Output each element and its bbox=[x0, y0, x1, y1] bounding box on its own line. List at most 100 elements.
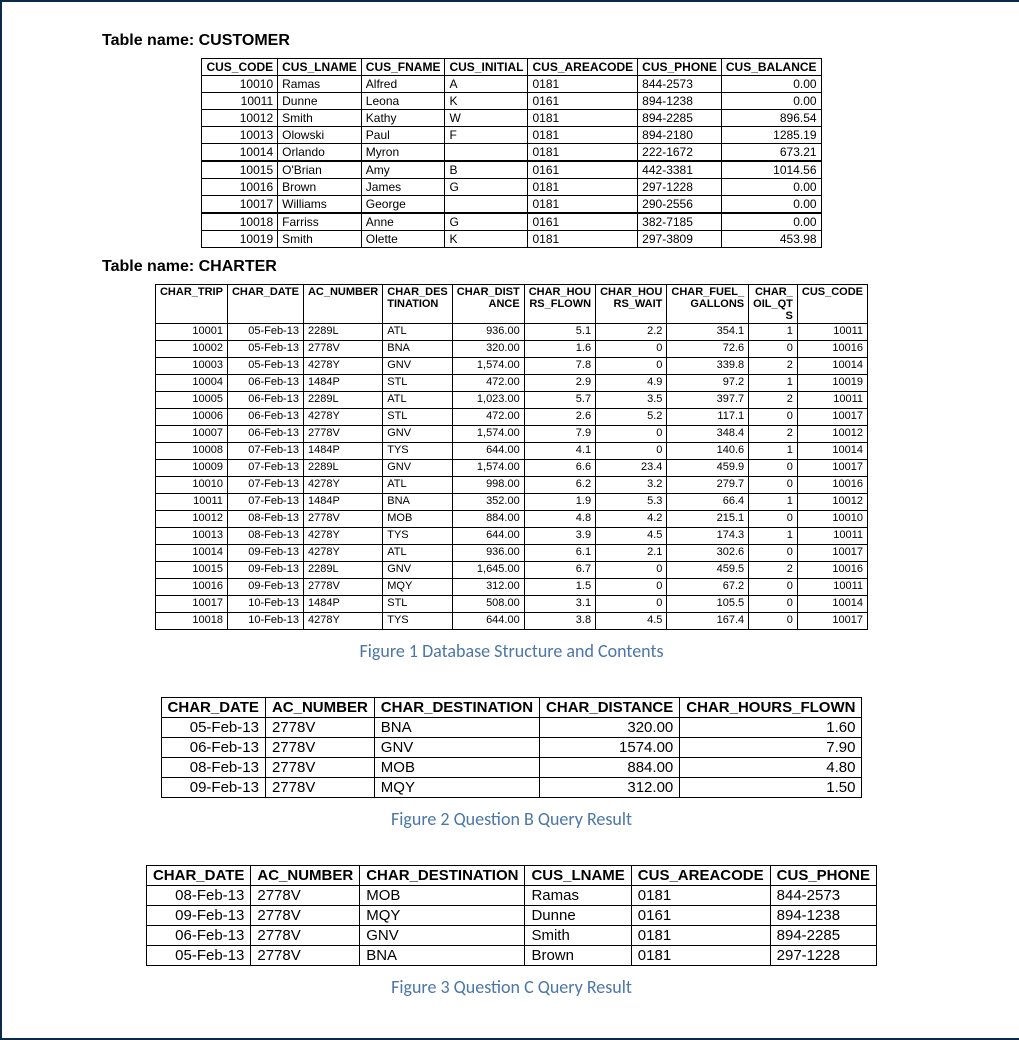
table-cell: GNV bbox=[383, 460, 453, 477]
table-cell: 1.9 bbox=[524, 494, 595, 511]
table-cell: 09-Feb-13 bbox=[227, 579, 303, 596]
figure3-caption: Figure 3 Question C Query Result bbox=[62, 976, 961, 998]
table-cell: 2778V bbox=[265, 758, 374, 778]
table-cell bbox=[445, 196, 528, 214]
table-header-cell: CHAR_DESTINATION bbox=[374, 698, 539, 718]
table-cell: 10017 bbox=[155, 596, 227, 613]
table-cell: 0161 bbox=[528, 93, 638, 110]
table-cell: 894-2285 bbox=[638, 110, 722, 127]
table-cell bbox=[445, 144, 528, 162]
table-cell: 10012 bbox=[797, 426, 867, 443]
table-cell: 382-7185 bbox=[638, 213, 722, 231]
table-cell: Williams bbox=[278, 196, 362, 214]
table-cell: 0161 bbox=[528, 161, 638, 179]
table-cell: 10018 bbox=[202, 213, 278, 231]
table-cell: G bbox=[445, 179, 528, 196]
table-cell: 0181 bbox=[631, 926, 770, 946]
table-cell: 2778V bbox=[303, 579, 382, 596]
table-cell: 10017 bbox=[202, 196, 278, 214]
table-cell: 10010 bbox=[155, 477, 227, 494]
table-cell: 1,023.00 bbox=[452, 392, 524, 409]
table-cell: 397.7 bbox=[667, 392, 749, 409]
table-cell: 290-2556 bbox=[638, 196, 722, 214]
table-cell: 297-1228 bbox=[770, 946, 876, 966]
table-cell: 2.6 bbox=[524, 409, 595, 426]
table-cell: 0181 bbox=[528, 127, 638, 144]
table-cell: 297-1228 bbox=[638, 179, 722, 196]
table-cell: Myron bbox=[361, 144, 445, 162]
table-cell: O'Brian bbox=[278, 161, 362, 179]
table-cell: 644.00 bbox=[452, 528, 524, 545]
table-cell: MQY bbox=[374, 778, 539, 798]
table-cell: Kathy bbox=[361, 110, 445, 127]
table-cell: 167.4 bbox=[667, 613, 749, 630]
table-cell: 10009 bbox=[155, 460, 227, 477]
table-cell: 4278Y bbox=[303, 409, 382, 426]
table-cell: 894-2285 bbox=[770, 926, 876, 946]
table-header-cell: CUS_INITIAL bbox=[445, 59, 528, 76]
table-cell: 1 bbox=[749, 528, 798, 545]
table-header-cell: CUS_FNAME bbox=[361, 59, 445, 76]
table-cell: 10016 bbox=[797, 341, 867, 358]
table-cell: 4.9 bbox=[596, 375, 667, 392]
table-cell: 7.9 bbox=[524, 426, 595, 443]
table-header-cell: CHAR_DESTINATION bbox=[360, 866, 525, 886]
table-cell: 06-Feb-13 bbox=[227, 392, 303, 409]
table-cell: 2.2 bbox=[596, 324, 667, 341]
table-cell: 0.00 bbox=[721, 196, 821, 214]
table-cell: 4278Y bbox=[303, 528, 382, 545]
figure1-caption: Figure 1 Database Structure and Contents bbox=[62, 640, 961, 662]
table-cell: 0 bbox=[596, 596, 667, 613]
table-cell: 10017 bbox=[797, 613, 867, 630]
table-cell: 10018 bbox=[155, 613, 227, 630]
table-cell: Olowski bbox=[278, 127, 362, 144]
table-cell: 2778V bbox=[303, 341, 382, 358]
table-cell: 10017 bbox=[797, 460, 867, 477]
table-cell: Anne bbox=[361, 213, 445, 231]
table-cell: 06-Feb-13 bbox=[227, 409, 303, 426]
table-cell: 1 bbox=[749, 494, 798, 511]
table-header-cell: AC_NUMBER bbox=[303, 285, 382, 324]
table-cell: 10014 bbox=[797, 596, 867, 613]
table-cell: 4.8 bbox=[524, 511, 595, 528]
table-cell: 0161 bbox=[631, 906, 770, 926]
table-cell: 10007 bbox=[155, 426, 227, 443]
table-cell: 07-Feb-13 bbox=[227, 477, 303, 494]
table-cell: 215.1 bbox=[667, 511, 749, 528]
table-row: 1001208-Feb-132778VMOB884.004.84.2215.10… bbox=[155, 511, 867, 528]
table-cell: 884.00 bbox=[540, 758, 680, 778]
table-row: 10015O'BrianAmyB0161442-33811014.56 bbox=[202, 161, 821, 179]
table-cell: 1574.00 bbox=[540, 738, 680, 758]
table-cell: 0 bbox=[596, 358, 667, 375]
table-row: 06-Feb-132778VGNVSmith0181894-2285 bbox=[146, 926, 876, 946]
table-cell: B bbox=[445, 161, 528, 179]
table-row: 10012SmithKathyW0181894-2285896.54 bbox=[202, 110, 821, 127]
table-row: 1001308-Feb-134278YTYS644.003.94.5174.31… bbox=[155, 528, 867, 545]
table-cell: 4.2 bbox=[596, 511, 667, 528]
table-header-cell: CUS_LNAME bbox=[278, 59, 362, 76]
table-cell: 1484P bbox=[303, 494, 382, 511]
table-row: 09-Feb-132778VMQY312.001.50 bbox=[161, 778, 862, 798]
table-cell: 3.8 bbox=[524, 613, 595, 630]
table-row: 09-Feb-132778VMQYDunne0161894-1238 bbox=[146, 906, 876, 926]
table-cell: 459.5 bbox=[667, 562, 749, 579]
table-cell: 2778V bbox=[265, 738, 374, 758]
table-cell: 97.2 bbox=[667, 375, 749, 392]
table-cell: 05-Feb-13 bbox=[227, 341, 303, 358]
table-cell: Ramas bbox=[525, 886, 631, 906]
document-page: Table name: CUSTOMER CUS_CODECUS_LNAMECU… bbox=[2, 2, 1019, 1038]
table-row: 1000807-Feb-131484PTYS644.004.10140.6110… bbox=[155, 443, 867, 460]
table-cell: 894-2180 bbox=[638, 127, 722, 144]
table-cell: Farriss bbox=[278, 213, 362, 231]
table-cell: BNA bbox=[360, 946, 525, 966]
table-cell: 7.90 bbox=[680, 738, 862, 758]
table-header-cell: CHAR_OIL_QTS bbox=[749, 285, 798, 324]
table-cell: 10014 bbox=[202, 144, 278, 162]
table-cell: 4278Y bbox=[303, 545, 382, 562]
table-cell: 105.5 bbox=[667, 596, 749, 613]
table-cell: 05-Feb-13 bbox=[146, 946, 250, 966]
table-row: 10016BrownJamesG0181297-12280.00 bbox=[202, 179, 821, 196]
table-cell: MQY bbox=[383, 579, 453, 596]
table-cell: G bbox=[445, 213, 528, 231]
table-cell: 442-3381 bbox=[638, 161, 722, 179]
